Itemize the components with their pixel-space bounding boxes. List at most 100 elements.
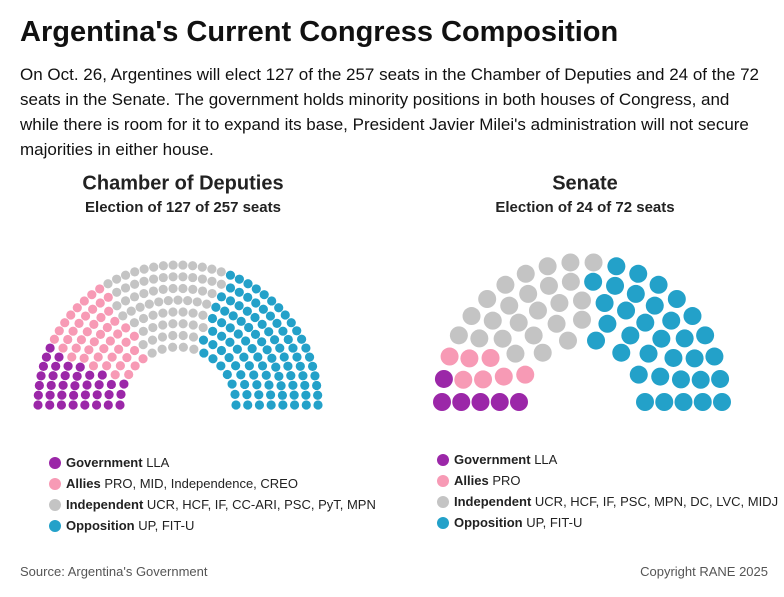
seat	[539, 276, 558, 295]
seat	[63, 334, 73, 345]
seat	[217, 318, 227, 328]
seat	[68, 400, 78, 410]
seat	[79, 296, 89, 306]
seat	[269, 335, 280, 345]
seat	[454, 370, 473, 389]
seat	[528, 301, 547, 320]
seat	[242, 390, 252, 400]
seat	[595, 294, 614, 313]
seat	[102, 322, 112, 333]
seat	[115, 400, 125, 410]
seat	[216, 361, 226, 371]
seat	[227, 379, 237, 389]
seat	[216, 279, 226, 289]
seat	[257, 361, 268, 371]
seat	[639, 344, 658, 363]
legend-entry: Allies PRO, MID, Independence, CREO	[66, 476, 298, 491]
legend-parties: UCR, HCF, IF, PSC, MPN, DC, LVC, MIDJ	[535, 494, 778, 509]
seat	[225, 283, 236, 293]
seat	[607, 257, 626, 276]
seat	[88, 304, 98, 314]
seat	[617, 301, 636, 320]
seat	[278, 400, 288, 410]
seat	[225, 296, 236, 306]
seat	[158, 261, 168, 271]
seat	[558, 331, 577, 350]
seat	[587, 331, 606, 350]
seat	[144, 299, 154, 309]
seat	[239, 352, 249, 362]
seat	[104, 306, 114, 316]
seat	[198, 322, 208, 333]
seat	[696, 326, 715, 345]
seat	[301, 343, 311, 353]
seat	[251, 284, 261, 294]
seat	[612, 343, 631, 362]
seat	[283, 334, 293, 345]
seat	[92, 390, 102, 400]
seat	[449, 326, 468, 345]
seat	[711, 369, 730, 388]
seat	[301, 390, 311, 400]
seat	[138, 340, 148, 350]
seat	[197, 274, 208, 284]
seat	[87, 290, 97, 300]
party-seats	[433, 369, 528, 411]
seat	[112, 301, 122, 311]
seat	[197, 286, 208, 296]
seat	[34, 380, 44, 391]
seat	[130, 279, 140, 289]
seat	[139, 288, 149, 299]
seat	[84, 345, 94, 355]
seat	[243, 292, 253, 302]
seat	[241, 336, 251, 346]
seat	[250, 329, 261, 339]
legend-entry: Independent UCR, HCF, IF, PSC, MPN, DC, …	[454, 494, 778, 509]
seat	[173, 295, 183, 305]
seat	[242, 306, 252, 316]
seat	[272, 318, 282, 328]
seat	[178, 260, 188, 270]
seat	[188, 332, 199, 342]
seat	[208, 326, 218, 336]
seat	[124, 369, 134, 380]
seat	[264, 380, 274, 390]
seat	[460, 349, 479, 368]
seat	[279, 352, 289, 362]
seat	[148, 322, 158, 333]
seat	[89, 337, 99, 347]
seat	[189, 344, 199, 354]
seat	[538, 257, 557, 276]
seat	[75, 362, 85, 372]
seat	[54, 352, 64, 362]
seat	[82, 380, 92, 390]
seat	[307, 361, 318, 372]
seat	[129, 318, 139, 328]
seat	[292, 352, 302, 362]
seat	[433, 393, 451, 411]
seat	[139, 276, 149, 286]
seat	[264, 327, 274, 337]
legend-name: Allies	[454, 473, 489, 488]
seat	[500, 296, 519, 315]
seat	[103, 400, 113, 410]
seat	[71, 343, 81, 353]
seat	[304, 352, 315, 362]
seat	[713, 393, 731, 411]
seat	[168, 260, 178, 270]
seat	[115, 361, 125, 371]
seat	[598, 314, 617, 333]
seat	[126, 306, 136, 316]
seat	[434, 369, 453, 388]
seat	[283, 361, 293, 371]
seat	[267, 353, 277, 363]
seat	[168, 330, 178, 341]
seat	[222, 369, 232, 380]
seat	[168, 319, 178, 329]
seat	[516, 365, 535, 384]
seat	[183, 295, 193, 306]
seat	[112, 274, 122, 284]
seat	[45, 343, 55, 353]
